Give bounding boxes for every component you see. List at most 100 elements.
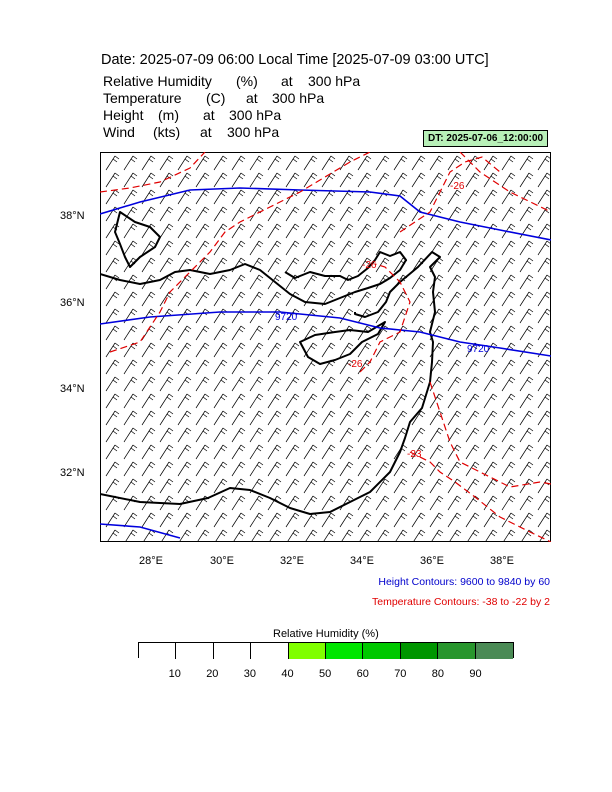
wind-barb bbox=[159, 155, 174, 171]
wind-barb bbox=[213, 376, 228, 392]
wind-barb bbox=[483, 376, 498, 392]
wind-barb bbox=[249, 155, 264, 171]
wind-barb bbox=[195, 393, 210, 409]
wind-barb bbox=[141, 478, 156, 494]
wind-barb bbox=[249, 291, 264, 307]
wind-barb bbox=[519, 444, 534, 460]
wind-barb bbox=[375, 257, 390, 273]
wind-barb bbox=[231, 223, 246, 239]
contour-labels: 9720 9720 -26 -26 -26 -23 bbox=[275, 181, 490, 460]
wind-barb bbox=[465, 274, 480, 290]
wind-barb bbox=[321, 376, 336, 392]
temperature-contour-line bbox=[429, 381, 551, 488]
wind-barb bbox=[519, 240, 534, 256]
wind-barb bbox=[123, 376, 138, 392]
wind-barb bbox=[411, 512, 426, 528]
temperature-contour-line bbox=[100, 152, 206, 193]
wind-barb bbox=[159, 325, 174, 341]
wind-barb bbox=[159, 478, 174, 494]
height-contour-legend: Height Contours: 9600 to 9840 by 60 bbox=[378, 576, 550, 588]
wind-barb bbox=[285, 342, 300, 358]
rh-colorbar-cell bbox=[288, 643, 326, 659]
wind-barb bbox=[447, 512, 462, 528]
wind-barb bbox=[358, 529, 372, 542]
wind-barb bbox=[411, 495, 426, 511]
wind-barb bbox=[448, 529, 462, 542]
wind-barb bbox=[195, 240, 210, 256]
wind-barb bbox=[195, 257, 210, 273]
field-unit: (C) bbox=[206, 90, 226, 106]
wind-barb bbox=[411, 444, 426, 460]
wind-barb bbox=[321, 427, 336, 443]
wind-barb bbox=[231, 342, 246, 358]
lon-label: 32°E bbox=[280, 555, 304, 567]
coastline-aegean bbox=[114, 211, 161, 268]
wind-barb bbox=[501, 376, 516, 392]
wind-barb bbox=[411, 274, 426, 290]
wind-barb bbox=[411, 461, 426, 477]
wind-barb bbox=[501, 342, 516, 358]
wind-barb bbox=[303, 342, 318, 358]
wind-barb bbox=[267, 223, 282, 239]
wind-barb bbox=[123, 172, 138, 188]
map-frame bbox=[100, 152, 551, 542]
wind-barb bbox=[303, 495, 318, 511]
wind-barb bbox=[357, 376, 372, 392]
temperature-contour-line bbox=[459, 152, 551, 213]
wind-barb bbox=[141, 206, 156, 222]
wind-barb bbox=[447, 376, 462, 392]
wind-barb bbox=[375, 376, 390, 392]
wind-barb bbox=[159, 427, 174, 443]
wind-barb bbox=[231, 325, 246, 341]
wind-barb bbox=[537, 240, 551, 256]
lat-label: 38°N bbox=[60, 210, 85, 222]
wind-barb bbox=[339, 172, 354, 188]
wind-barb bbox=[286, 529, 300, 542]
wind-barb bbox=[411, 359, 426, 375]
wind-barb bbox=[303, 410, 318, 426]
wind-barb bbox=[519, 308, 534, 324]
wind-barb bbox=[213, 206, 228, 222]
rh-colorbar-cell bbox=[213, 643, 252, 659]
wind-barb bbox=[249, 495, 264, 511]
field-name: Relative Humidity bbox=[103, 73, 212, 89]
field-level: 300 hPa bbox=[227, 124, 280, 140]
wind-barb bbox=[303, 240, 318, 256]
wind-barb bbox=[267, 342, 282, 358]
wind-barb bbox=[519, 189, 534, 205]
wind-barb bbox=[357, 206, 372, 222]
wind-barb bbox=[393, 461, 408, 477]
wind-barb bbox=[501, 206, 516, 222]
wind-barb bbox=[519, 495, 534, 511]
temperature-contour-line bbox=[399, 156, 501, 233]
wind-barb bbox=[393, 155, 408, 171]
wind-barb bbox=[537, 512, 551, 528]
wind-barb bbox=[106, 529, 120, 542]
wind-barb bbox=[483, 325, 498, 341]
wind-barb bbox=[411, 172, 426, 188]
wind-barb bbox=[393, 359, 408, 375]
wind-barb bbox=[357, 155, 372, 171]
wind-barb bbox=[267, 376, 282, 392]
wind-barb bbox=[447, 495, 462, 511]
height-contour-line bbox=[100, 523, 181, 539]
wind-barb bbox=[483, 240, 498, 256]
wind-barb bbox=[375, 342, 390, 358]
wind-barb bbox=[213, 172, 228, 188]
wind-barb bbox=[231, 444, 246, 460]
wind-barb bbox=[393, 206, 408, 222]
wind-barb bbox=[231, 393, 246, 409]
wind-barb bbox=[483, 359, 498, 375]
wind-barb bbox=[141, 376, 156, 392]
rh-colorbar-cell bbox=[326, 643, 364, 659]
wind-barb bbox=[213, 291, 228, 307]
lat-label: 32°N bbox=[60, 467, 85, 479]
wind-barb bbox=[285, 410, 300, 426]
wind-barb bbox=[213, 155, 228, 171]
wind-barb bbox=[213, 461, 228, 477]
wind-barb bbox=[177, 512, 192, 528]
wind-barb bbox=[267, 240, 282, 256]
wind-barb bbox=[537, 223, 551, 239]
wind-barb bbox=[231, 478, 246, 494]
wind-barb bbox=[304, 529, 318, 542]
